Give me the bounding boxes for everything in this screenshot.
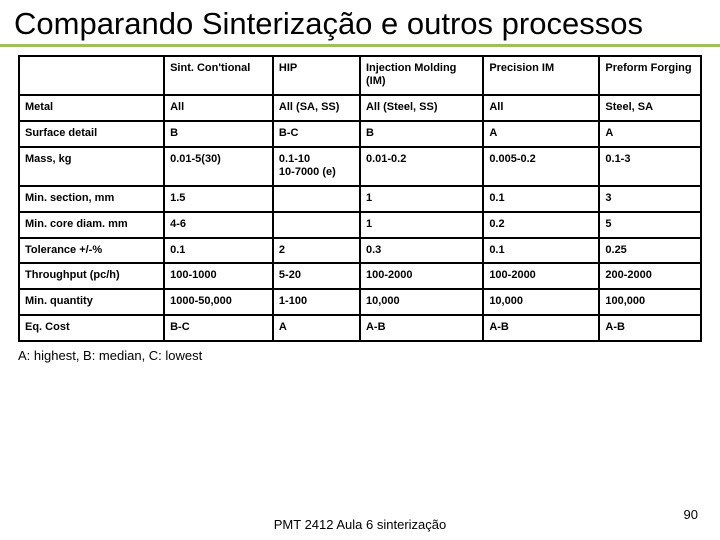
table-cell: A-B bbox=[483, 315, 599, 341]
column-header: HIP bbox=[273, 56, 360, 96]
comparison-table-container: Sint. Con'tionalHIPInjection Molding (IM… bbox=[0, 47, 720, 342]
row-header: Metal bbox=[19, 95, 164, 121]
row-header: Min. core diam. mm bbox=[19, 212, 164, 238]
table-cell: B-C bbox=[164, 315, 273, 341]
table-cell: 200-2000 bbox=[599, 263, 701, 289]
table-cell: 100-2000 bbox=[483, 263, 599, 289]
table-cell: 0.1-3 bbox=[599, 147, 701, 187]
table-cell: A-B bbox=[360, 315, 483, 341]
table-cell: 4-6 bbox=[164, 212, 273, 238]
row-header: Surface detail bbox=[19, 121, 164, 147]
table-cell: A-B bbox=[599, 315, 701, 341]
table-header: Sint. Con'tionalHIPInjection Molding (IM… bbox=[19, 56, 701, 96]
column-header: Precision IM bbox=[483, 56, 599, 96]
column-header: Preform Forging bbox=[599, 56, 701, 96]
table-cell: 0.01-5(30) bbox=[164, 147, 273, 187]
table-cell: 2 bbox=[273, 238, 360, 264]
table-cell: 1 bbox=[360, 186, 483, 212]
row-header: Min. quantity bbox=[19, 289, 164, 315]
table-cell: 0.1-1010-7000 (e) bbox=[273, 147, 360, 187]
table-cell: 100,000 bbox=[599, 289, 701, 315]
row-header: Tolerance +/-% bbox=[19, 238, 164, 264]
table-row: Min. section, mm1.5 10.13 bbox=[19, 186, 701, 212]
table-cell: A bbox=[599, 121, 701, 147]
comparison-table: Sint. Con'tionalHIPInjection Molding (IM… bbox=[18, 55, 702, 342]
table-cell: 10,000 bbox=[360, 289, 483, 315]
table-cell: 0.25 bbox=[599, 238, 701, 264]
column-header: Injection Molding (IM) bbox=[360, 56, 483, 96]
table-cell: All (Steel, SS) bbox=[360, 95, 483, 121]
table-cell: 5 bbox=[599, 212, 701, 238]
table-cell: 10,000 bbox=[483, 289, 599, 315]
footer-text: PMT 2412 Aula 6 sinterização bbox=[0, 517, 720, 532]
table-row: Mass, kg0.01-5(30)0.1-1010-7000 (e)0.01-… bbox=[19, 147, 701, 187]
table-cell: A bbox=[483, 121, 599, 147]
table-cell: 0.3 bbox=[360, 238, 483, 264]
table-cell: 1.5 bbox=[164, 186, 273, 212]
legend-text: A: highest, B: median, C: lowest bbox=[0, 342, 720, 363]
table-cell: 0.01-0.2 bbox=[360, 147, 483, 187]
table-cell: 0.1 bbox=[483, 186, 599, 212]
table-cell: 5-20 bbox=[273, 263, 360, 289]
table-cell: 1-100 bbox=[273, 289, 360, 315]
table-row: Eq. CostB-CAA-BA-BA-B bbox=[19, 315, 701, 341]
table-cell: 0.2 bbox=[483, 212, 599, 238]
row-header: Mass, kg bbox=[19, 147, 164, 187]
table-cell: 0.005-0.2 bbox=[483, 147, 599, 187]
table-cell: Steel, SA bbox=[599, 95, 701, 121]
table-cell bbox=[273, 212, 360, 238]
table-cell: 100-1000 bbox=[164, 263, 273, 289]
title-container: Comparando Sinterização e outros process… bbox=[0, 0, 720, 47]
table-row: MetalAllAll (SA, SS)All (Steel, SS)AllSt… bbox=[19, 95, 701, 121]
table-row: Min. core diam. mm4-6 10.25 bbox=[19, 212, 701, 238]
table-cell: All bbox=[164, 95, 273, 121]
table-cell: 1 bbox=[360, 212, 483, 238]
row-header: Throughput (pc/h) bbox=[19, 263, 164, 289]
table-cell: 1000-50,000 bbox=[164, 289, 273, 315]
table-cell: B bbox=[360, 121, 483, 147]
table-cell: 100-2000 bbox=[360, 263, 483, 289]
table-cell: 3 bbox=[599, 186, 701, 212]
page-number: 90 bbox=[684, 507, 698, 522]
table-row: Tolerance +/-%0.120.30.10.25 bbox=[19, 238, 701, 264]
row-header: Eq. Cost bbox=[19, 315, 164, 341]
column-header: Sint. Con'tional bbox=[164, 56, 273, 96]
table-cell: B bbox=[164, 121, 273, 147]
table-body: MetalAllAll (SA, SS)All (Steel, SS)AllSt… bbox=[19, 95, 701, 341]
row-header: Min. section, mm bbox=[19, 186, 164, 212]
table-cell: All (SA, SS) bbox=[273, 95, 360, 121]
header-blank bbox=[19, 56, 164, 96]
table-cell: B-C bbox=[273, 121, 360, 147]
page-title: Comparando Sinterização e outros process… bbox=[14, 6, 706, 42]
table-row: Min. quantity1000-50,0001-10010,00010,00… bbox=[19, 289, 701, 315]
table-cell: All bbox=[483, 95, 599, 121]
table-row: Surface detailBB-CBAA bbox=[19, 121, 701, 147]
table-cell: 0.1 bbox=[483, 238, 599, 264]
table-cell: A bbox=[273, 315, 360, 341]
table-row: Throughput (pc/h)100-10005-20100-2000100… bbox=[19, 263, 701, 289]
table-cell bbox=[273, 186, 360, 212]
table-cell: 0.1 bbox=[164, 238, 273, 264]
